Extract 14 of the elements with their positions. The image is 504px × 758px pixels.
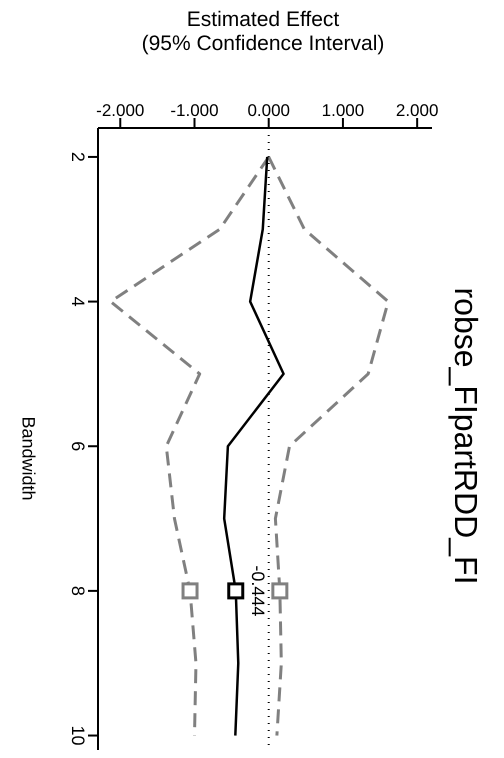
y-tick-label: 8 — [68, 586, 88, 596]
y-tick-label: 6 — [68, 441, 88, 452]
text: robse_FIpartRDD_FI — [448, 286, 484, 586]
x-axis-title: Estimated Effect (95% Confidence Interval) — [140, 8, 386, 56]
y-axis-title: Bandwidth — [18, 415, 38, 503]
y-tick-label: 10 — [68, 726, 88, 746]
x-tick-label: -2.000 — [96, 101, 144, 120]
y-tick-label: 2 — [68, 152, 88, 162]
x-tick-label: 1.000 — [322, 101, 364, 120]
x-tick-label: -1.000 — [170, 101, 219, 120]
x-tick-label: 2.000 — [396, 101, 438, 120]
x-tick-label: 0.000 — [247, 101, 290, 120]
y-tick-label: 4 — [68, 296, 88, 307]
data-label: -0.444 — [248, 565, 268, 616]
